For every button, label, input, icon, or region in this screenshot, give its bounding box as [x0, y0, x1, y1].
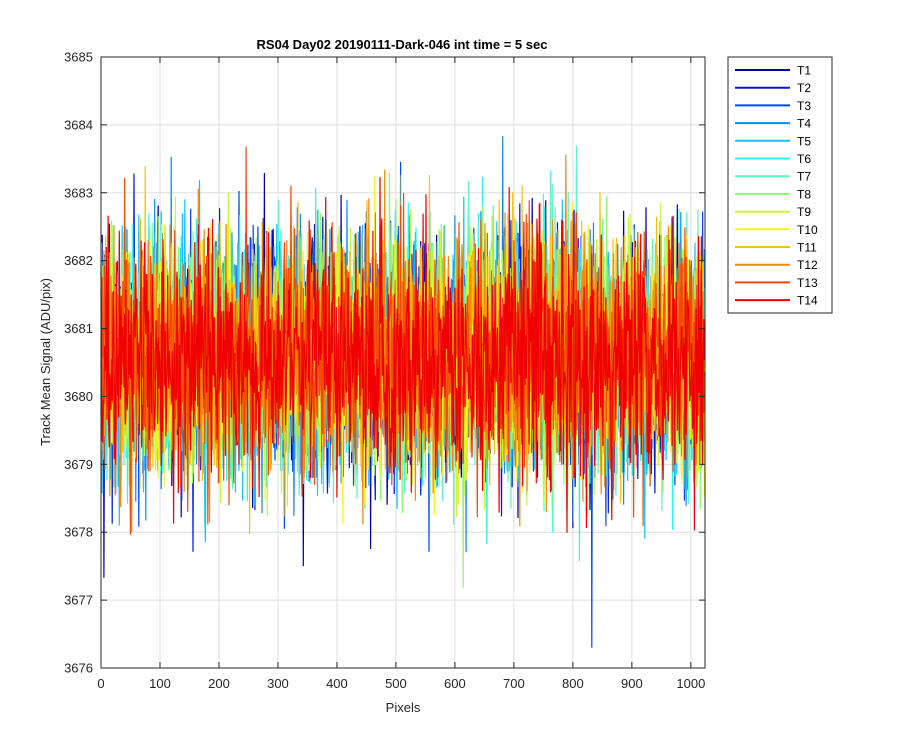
legend-label: T6 — [797, 152, 811, 166]
x-axis-label: Pixels — [386, 700, 421, 715]
y-tick-label: 3682 — [64, 253, 93, 268]
y-tick-label: 3684 — [64, 117, 93, 132]
x-tick-label: 400 — [326, 676, 348, 691]
legend-label: T7 — [797, 170, 811, 184]
axis-ticks — [100, 56, 705, 669]
legend-label: T14 — [797, 294, 818, 308]
series-line-t14 — [100, 177, 705, 533]
x-tick-label: 700 — [503, 676, 525, 691]
x-tick-labels: 0 100 200 300 400 500 600 700 800 900 1000 — [97, 676, 705, 691]
x-tick-label: 0 — [97, 676, 104, 691]
y-tick-label: 3680 — [64, 389, 93, 404]
legend-label: T13 — [797, 276, 818, 290]
legend-label: T12 — [797, 258, 818, 272]
legend-label: T8 — [797, 187, 811, 201]
x-tick-label: 200 — [208, 676, 230, 691]
plot-area — [100, 56, 706, 669]
axes-box — [100, 56, 706, 669]
y-tick-label: 3676 — [64, 661, 93, 676]
x-tick-label: 1000 — [676, 676, 705, 691]
x-tick-label: 900 — [621, 676, 643, 691]
legend-label: T1 — [797, 64, 811, 78]
y-tick-label: 3677 — [64, 593, 93, 608]
y-tick-label: 3681 — [64, 321, 93, 336]
chart-title: RS04 Day02 20190111-Dark-046 int time = … — [257, 37, 548, 52]
x-tick-label: 100 — [149, 676, 171, 691]
x-tick-label: 800 — [562, 676, 584, 691]
legend-label: T10 — [797, 223, 818, 237]
legend-label: T2 — [797, 81, 811, 95]
y-axis-label: Track Mean Signal (ADU/pix) — [38, 278, 53, 446]
legend-label: T11 — [797, 241, 817, 255]
x-tick-label: 300 — [267, 676, 289, 691]
x-tick-label: 600 — [444, 676, 466, 691]
y-tick-labels: 3676 3677 3678 3679 3680 3681 3682 3683 3684 3685 — [64, 50, 93, 676]
legend: T1 T2 T3 T4 T5 T6 T7 T8 T9 T10 T11 T12 T13 T14 — [727, 56, 833, 314]
y-tick-label: 3679 — [64, 457, 93, 472]
x-tick-label: 500 — [385, 676, 407, 691]
legend-label: T3 — [797, 99, 811, 113]
legend-label: T4 — [797, 117, 811, 131]
legend-box — [727, 56, 833, 314]
legend-items: T1 T2 T3 T4 T5 T6 T7 T8 T9 T10 T11 T12 T13 T14 — [735, 64, 818, 308]
legend-label: T9 — [797, 205, 811, 219]
y-tick-label: 3685 — [64, 50, 93, 65]
legend-label: T5 — [797, 134, 811, 148]
y-tick-label: 3678 — [64, 525, 93, 540]
series-lines — [100, 136, 705, 648]
y-tick-label: 3683 — [64, 185, 93, 200]
